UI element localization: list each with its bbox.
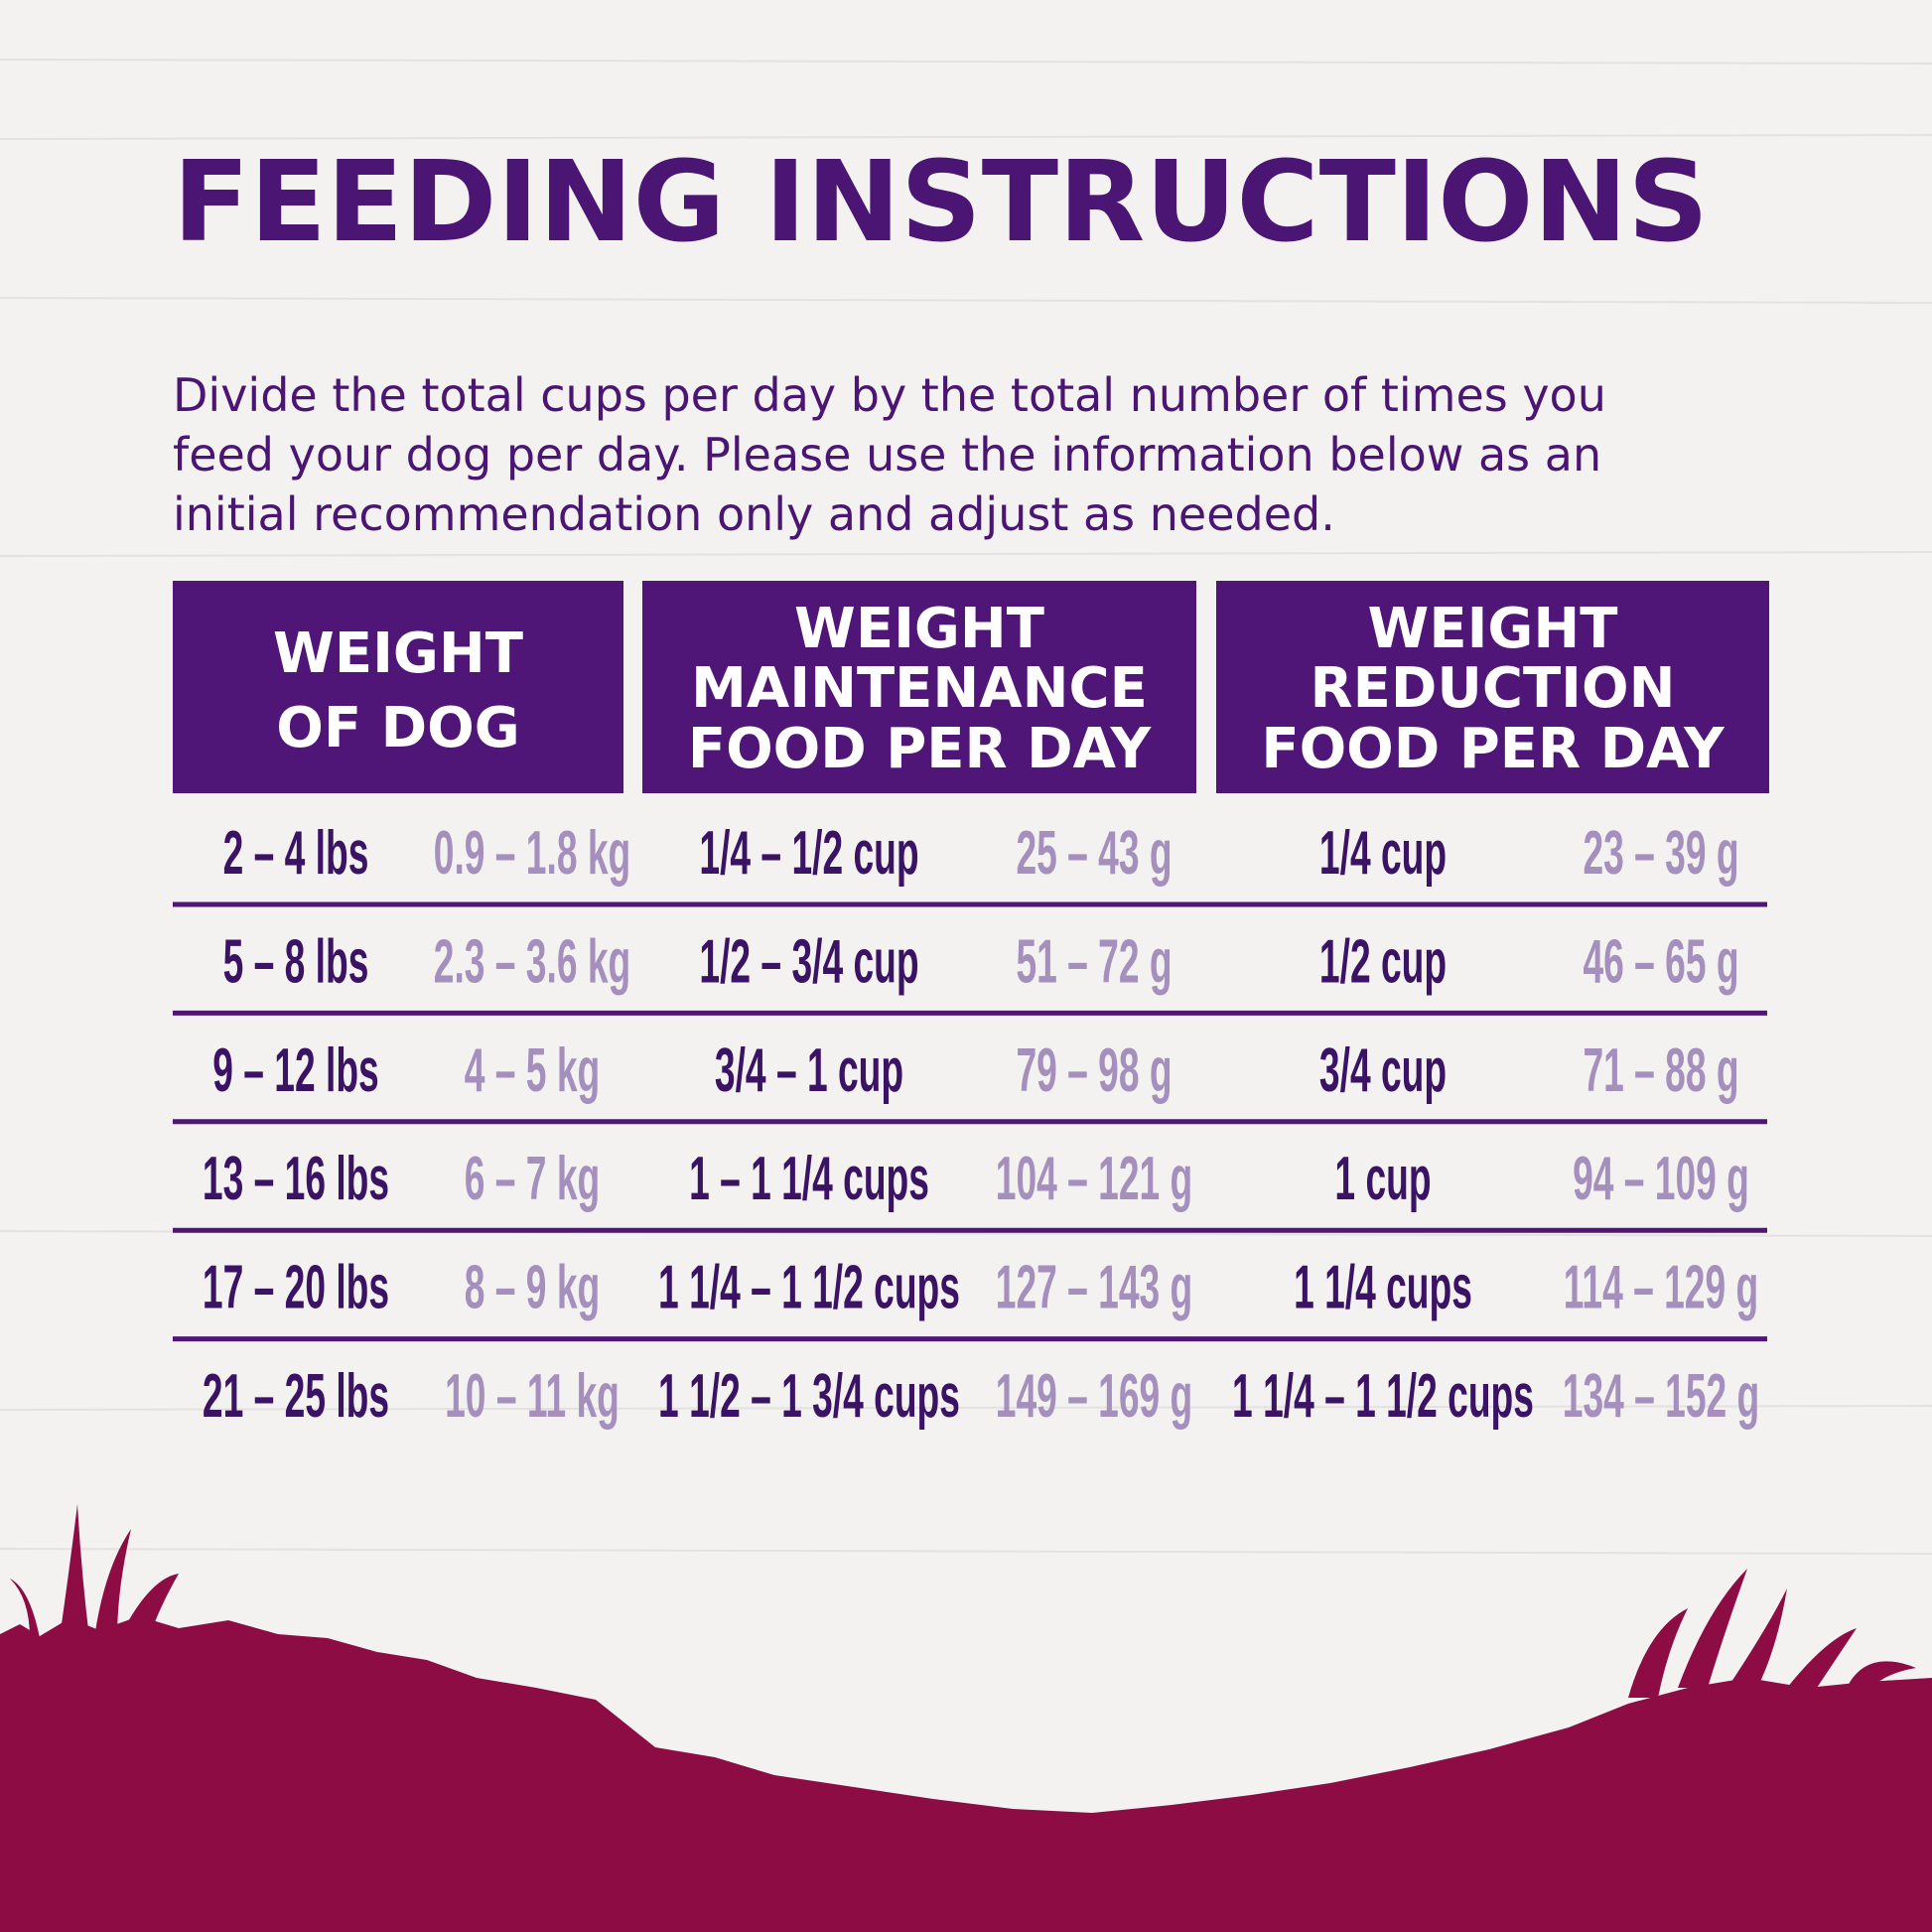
table-cell: 94 – 109 g bbox=[1573, 1144, 1749, 1212]
cup-amount: 21 – 25 lbs bbox=[203, 1361, 389, 1430]
cup-amount: 13 – 16 lbs bbox=[203, 1144, 389, 1212]
table-cell: 114 – 129 g bbox=[1564, 1253, 1758, 1321]
table-cell: 1/2 – 3/4 cup bbox=[699, 927, 918, 996]
gram-amount: 114 – 129 g bbox=[1564, 1253, 1758, 1321]
gram-amount: 71 – 88 g bbox=[1583, 1035, 1738, 1104]
gram-amount: 127 – 143 g bbox=[996, 1253, 1192, 1321]
cup-amount: 17 – 20 lbs bbox=[203, 1253, 389, 1321]
header-text: WEIGHT bbox=[794, 597, 1044, 661]
intro-line: feed your dog per day. Please use the in… bbox=[173, 428, 1601, 482]
cup-amount: 2 – 4 lbs bbox=[223, 818, 369, 887]
table-cell: 3/4 – 1 cup bbox=[715, 1035, 903, 1104]
table-cell: 1/2 cup bbox=[1319, 927, 1447, 996]
gram-amount: 51 – 72 g bbox=[1016, 927, 1172, 996]
table-cell: 104 – 121 g bbox=[996, 1144, 1192, 1212]
cup-amount: 3/4 cup bbox=[1319, 1035, 1447, 1104]
gram-amount: 149 – 169 g bbox=[996, 1361, 1192, 1430]
header-text: WEIGHT bbox=[1368, 597, 1618, 661]
table-cell: 21 – 25 lbs bbox=[203, 1361, 389, 1430]
table-cell: 1 – 1 1/4 cups bbox=[689, 1144, 929, 1212]
gram-amount: 6 – 7 kg bbox=[465, 1144, 600, 1212]
table-cell: 3/4 cup bbox=[1319, 1035, 1447, 1104]
table-cell: 2 – 4 lbs bbox=[223, 818, 369, 887]
table-cell: 1 cup bbox=[1334, 1144, 1431, 1212]
cup-amount: 9 – 12 lbs bbox=[212, 1035, 378, 1104]
cup-amount: 1/2 – 3/4 cup bbox=[699, 927, 918, 996]
wood-texture bbox=[0, 59, 1932, 1555]
cup-amount: 1 1/4 – 1 1/2 cups bbox=[658, 1253, 960, 1321]
header-text: REDUCTION bbox=[1311, 656, 1676, 721]
header-text: OF DOG bbox=[276, 696, 519, 760]
header-text: WEIGHT bbox=[273, 621, 523, 686]
gram-amount: 25 – 43 g bbox=[1016, 818, 1172, 887]
table-cell: 149 – 169 g bbox=[996, 1361, 1192, 1430]
title: FEEDING INSTRUCTIONS bbox=[173, 138, 1709, 267]
gram-amount: 4 – 5 kg bbox=[465, 1035, 600, 1104]
gram-amount: 46 – 65 g bbox=[1583, 927, 1738, 996]
gram-amount: 23 – 39 g bbox=[1583, 818, 1738, 887]
cup-amount: 1 1/4 cups bbox=[1294, 1253, 1472, 1321]
table-cell: 17 – 20 lbs bbox=[203, 1253, 389, 1321]
cup-amount: 1/4 – 1/2 cup bbox=[699, 818, 918, 887]
grass-ground bbox=[0, 1616, 1932, 1932]
intro-line: Divide the total cups per day by the tot… bbox=[173, 368, 1606, 422]
table-cell: 51 – 72 g bbox=[1016, 927, 1172, 996]
table-cell: 1 1/2 – 1 3/4 cups bbox=[658, 1361, 960, 1430]
header-text: FOOD PER DAY bbox=[688, 717, 1153, 781]
header-cell bbox=[1216, 581, 1769, 793]
table-cell: 23 – 39 g bbox=[1583, 818, 1738, 887]
cup-amount: 1 cup bbox=[1334, 1144, 1431, 1212]
gram-amount: 8 – 9 kg bbox=[465, 1253, 600, 1321]
intro: Divide the total cups per day by the tot… bbox=[173, 368, 1606, 541]
table-cell: 8 – 9 kg bbox=[465, 1253, 600, 1321]
cup-amount: 1/4 cup bbox=[1319, 818, 1447, 887]
table-cell: 2.3 – 3.6 kg bbox=[434, 927, 630, 996]
cup-amount: 1/2 cup bbox=[1319, 927, 1447, 996]
table-cell: 79 – 98 g bbox=[1016, 1035, 1172, 1104]
intro-line: initial recommendation only and adjust a… bbox=[173, 487, 1335, 541]
table-cell: 13 – 16 lbs bbox=[203, 1144, 389, 1212]
grass-blades bbox=[10, 1504, 1916, 1698]
gram-amount: 79 – 98 g bbox=[1016, 1035, 1172, 1104]
cup-amount: 5 – 8 lbs bbox=[223, 927, 369, 996]
gram-amount: 94 – 109 g bbox=[1573, 1144, 1749, 1212]
header-cell bbox=[173, 581, 623, 793]
table-cell: 10 – 11 kg bbox=[445, 1361, 620, 1430]
gram-amount: 2.3 – 3.6 kg bbox=[434, 927, 630, 996]
table-cell: 1 1/4 – 1 1/2 cups bbox=[1232, 1361, 1534, 1430]
gram-amount: 134 – 152 g bbox=[1563, 1361, 1759, 1430]
table-cell: 25 – 43 g bbox=[1016, 818, 1172, 887]
table-cell: 46 – 65 g bbox=[1583, 927, 1738, 996]
table-cell: 1 1/4 cups bbox=[1294, 1253, 1472, 1321]
table-cell: 1 1/4 – 1 1/2 cups bbox=[658, 1253, 960, 1321]
table-cell: 9 – 12 lbs bbox=[212, 1035, 378, 1104]
cup-amount: 1 1/2 – 1 3/4 cups bbox=[658, 1361, 960, 1430]
table-cell: 5 – 8 lbs bbox=[223, 927, 369, 996]
table-cell: 0.9 – 1.8 kg bbox=[434, 818, 630, 887]
cup-amount: 3/4 – 1 cup bbox=[715, 1035, 903, 1104]
header-cell bbox=[642, 581, 1196, 793]
gram-amount: 10 – 11 kg bbox=[445, 1361, 620, 1430]
gram-amount: 0.9 – 1.8 kg bbox=[434, 818, 630, 887]
cup-amount: 1 1/4 – 1 1/2 cups bbox=[1232, 1361, 1534, 1430]
cup-amount: 1 – 1 1/4 cups bbox=[689, 1144, 929, 1212]
table-cell: 71 – 88 g bbox=[1583, 1035, 1738, 1104]
table-cell: 6 – 7 kg bbox=[465, 1144, 600, 1212]
header-text: FOOD PER DAY bbox=[1261, 717, 1725, 781]
table-cell: 127 – 143 g bbox=[996, 1253, 1192, 1321]
table-cell: 1/4 cup bbox=[1319, 818, 1447, 887]
header-text: MAINTENANCE bbox=[691, 656, 1148, 721]
table-cell: 1/4 – 1/2 cup bbox=[699, 818, 918, 887]
table-cell: 4 – 5 kg bbox=[465, 1035, 600, 1104]
table-cell: 134 – 152 g bbox=[1563, 1361, 1759, 1430]
gram-amount: 104 – 121 g bbox=[996, 1144, 1192, 1212]
